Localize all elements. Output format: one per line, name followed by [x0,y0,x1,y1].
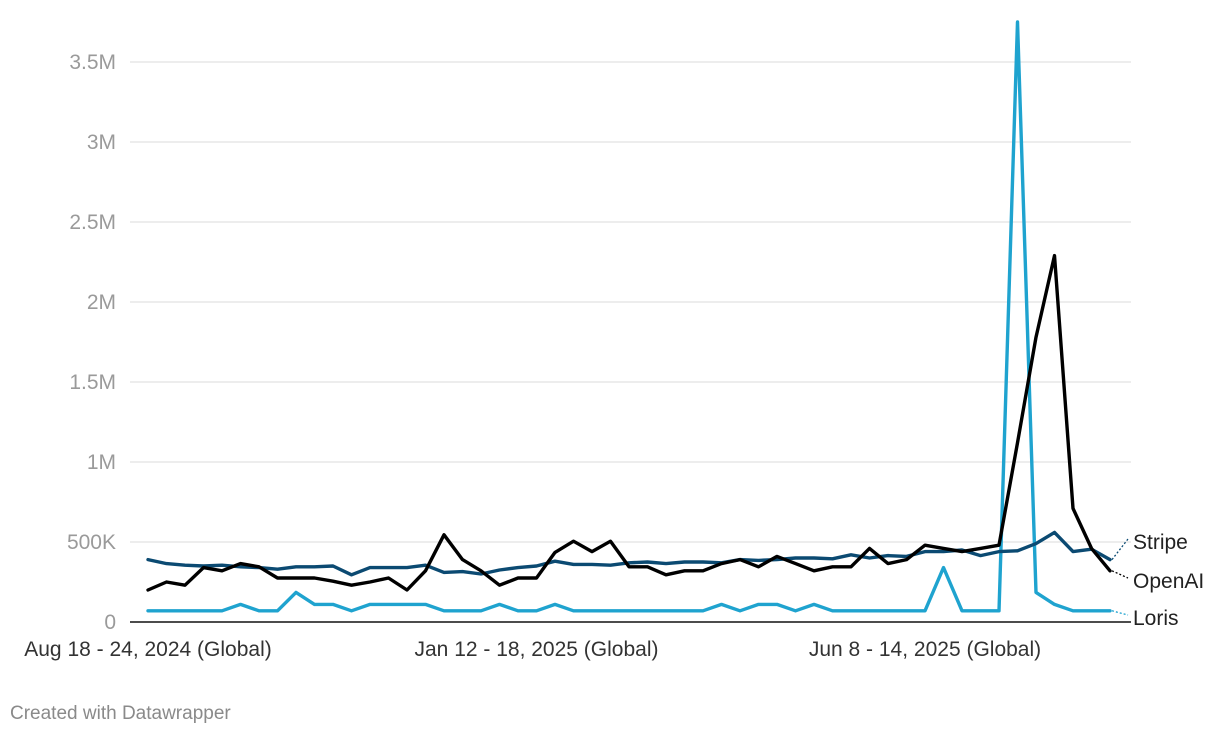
y-tick-label: 0 [104,611,116,634]
y-tick-label: 3M [87,131,116,154]
footer-credit: Created with Datawrapper [10,703,231,724]
series-line-loris [146,20,1112,613]
y-tick-label: 1.5M [69,371,116,394]
y-tick-label: 1M [87,451,116,474]
label-connector [1111,610,1129,616]
line-chart: 0 500K 1M 1.5M 2M 2.5M 3M 3.5M Aug 18 - 24, 202… [24,20,1204,661]
x-tick-label: Jan 12 - 18, 2025 (Global) [415,638,659,661]
grid-layer [130,61,1131,623]
y-tick-label: 3.5M [69,51,116,74]
series-end-labels: Stripe OpenAI Loris [1111,531,1204,630]
label-connector [1111,538,1129,560]
series-line-openai [146,253,1112,592]
x-axis-ticks: Aug 18 - 24, 2024 (Global) Jan 12 - 18, 2… [24,638,1041,661]
y-tick-label: 500K [67,531,116,554]
label-connector [1111,570,1129,579]
series-label-stripe: Stripe [1133,531,1188,554]
y-tick-label: 2M [87,291,116,314]
x-tick-label: Jun 8 - 14, 2025 (Global) [809,638,1041,661]
y-tick-label: 2.5M [69,211,116,234]
series-lines [146,20,1112,613]
x-tick-label: Aug 18 - 24, 2024 (Global) [24,638,272,661]
series-label-openai: OpenAI [1133,570,1204,593]
y-axis-ticks: 0 500K 1M 1.5M 2M 2.5M 3M 3.5M [67,51,116,634]
series-label-loris: Loris [1133,607,1179,630]
